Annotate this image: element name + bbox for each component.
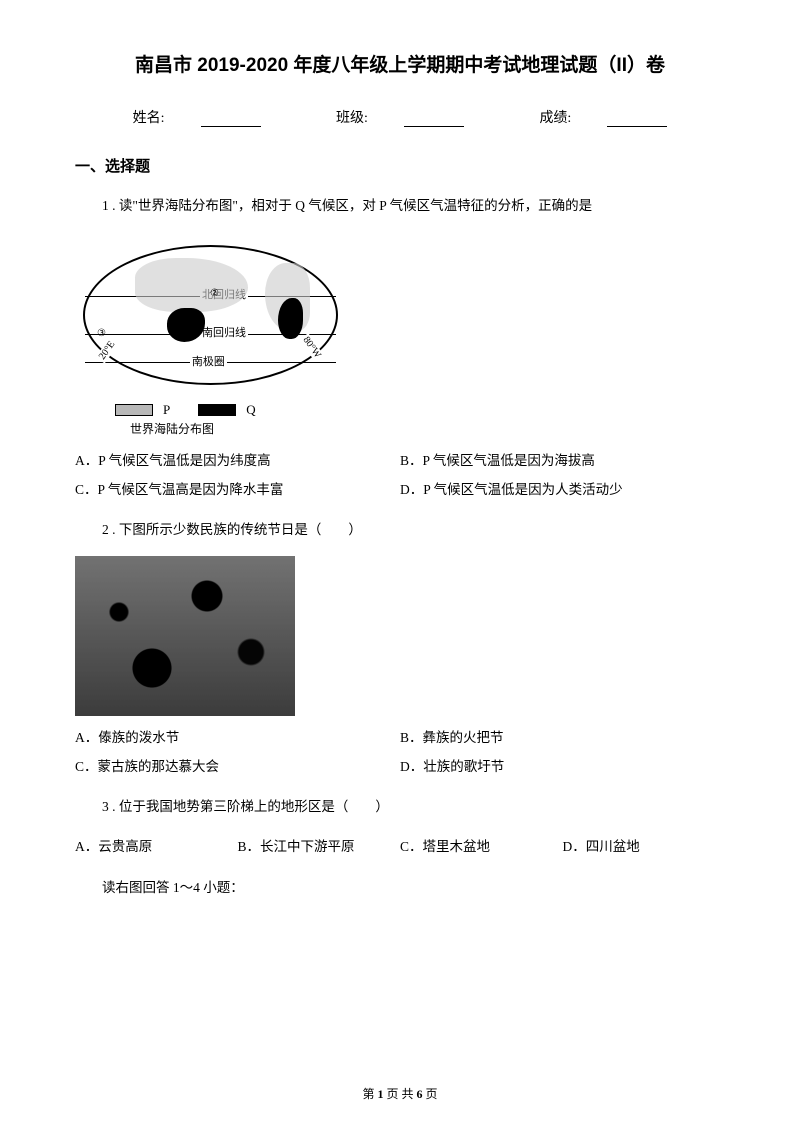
reading-note: 读右图回答 1～4 小题： xyxy=(75,876,725,900)
q3-options: A．云贵高原 B．长江中下游平原 C．塔里木盆地 D．四川盆地 xyxy=(75,833,725,861)
q1-option-a[interactable]: A．P 气候区气温低是因为纬度高 xyxy=(75,447,400,475)
q1-option-d[interactable]: D．P 气候区气温低是因为人类活动少 xyxy=(400,476,725,504)
map-caption: 世界海陆分布图 xyxy=(130,420,345,437)
q3-option-a[interactable]: A．云贵高原 xyxy=(75,833,238,861)
q1-options: A．P 气候区气温低是因为纬度高 B．P 气候区气温低是因为海拔高 C．P 气候… xyxy=(75,447,725,504)
q1-option-b[interactable]: B．P 气候区气温低是因为海拔高 xyxy=(400,447,725,475)
student-info-row: 姓名: 班级: 成绩: xyxy=(75,107,725,127)
q3-option-d[interactable]: D．四川盆地 xyxy=(563,833,726,861)
class-label: 班级: xyxy=(336,111,368,126)
q3-option-b[interactable]: B．长江中下游平原 xyxy=(238,833,401,861)
lon-right-label: 80°W xyxy=(299,333,324,362)
page-footer: 第 1 页 共 6 页 xyxy=(0,1085,800,1102)
name-label: 姓名: xyxy=(133,111,165,126)
q3-option-c[interactable]: C．塔里木盆地 xyxy=(400,833,563,861)
score-label: 成绩: xyxy=(539,111,571,126)
antarctic-label: 南极圈 xyxy=(190,353,227,369)
q1-option-c[interactable]: C．P 气候区气温高是因为降水丰富 xyxy=(75,476,400,504)
score-field[interactable] xyxy=(607,126,667,127)
section-header: 一、选择题 xyxy=(75,155,725,176)
legend-q-box xyxy=(198,404,236,416)
ethnic-photo xyxy=(75,556,295,716)
q2-option-b[interactable]: B．彝族的火把节 xyxy=(400,724,725,752)
legend-q-label: Q xyxy=(246,402,255,418)
name-field[interactable] xyxy=(201,126,261,127)
exam-title: 南昌市 2019-2020 年度八年级上学期期中考试地理试题（II）卷 xyxy=(75,50,725,77)
legend-p-box xyxy=(115,404,153,416)
q1-map-figure: 北回归线 南回归线 南极圈 20°E 80°W ② ③ P Q 世界海陆分布图 xyxy=(75,232,345,437)
q2-stem: 2 . 下图所示少数民族的传统节日是（ ） xyxy=(75,518,725,542)
q2-option-c[interactable]: C．蒙古族的那达慕大会 xyxy=(75,753,400,781)
q2-option-d[interactable]: D．壮族的歌圩节 xyxy=(400,753,725,781)
lon-left-label: 20°E xyxy=(95,337,118,363)
q1-stem: 1 . 读"世界海陆分布图"，相对于 Q 气候区，对 P 气候区气温特征的分析，… xyxy=(75,194,725,218)
q2-figure xyxy=(75,556,725,716)
q3-stem: 3 . 位于我国地势第三阶梯上的地形区是（ ） xyxy=(75,795,725,819)
q2-option-a[interactable]: A．傣族的泼水节 xyxy=(75,724,400,752)
world-map-icon: 北回归线 南回归线 南极圈 20°E 80°W ② ③ xyxy=(83,245,338,385)
q2-options: A．傣族的泼水节 B．彝族的火把节 C．蒙古族的那达慕大会 D．壮族的歌圩节 xyxy=(75,724,725,781)
legend-p-label: P xyxy=(163,402,170,418)
tropic-s-label: 南回归线 xyxy=(200,324,248,340)
class-field[interactable] xyxy=(404,126,464,127)
